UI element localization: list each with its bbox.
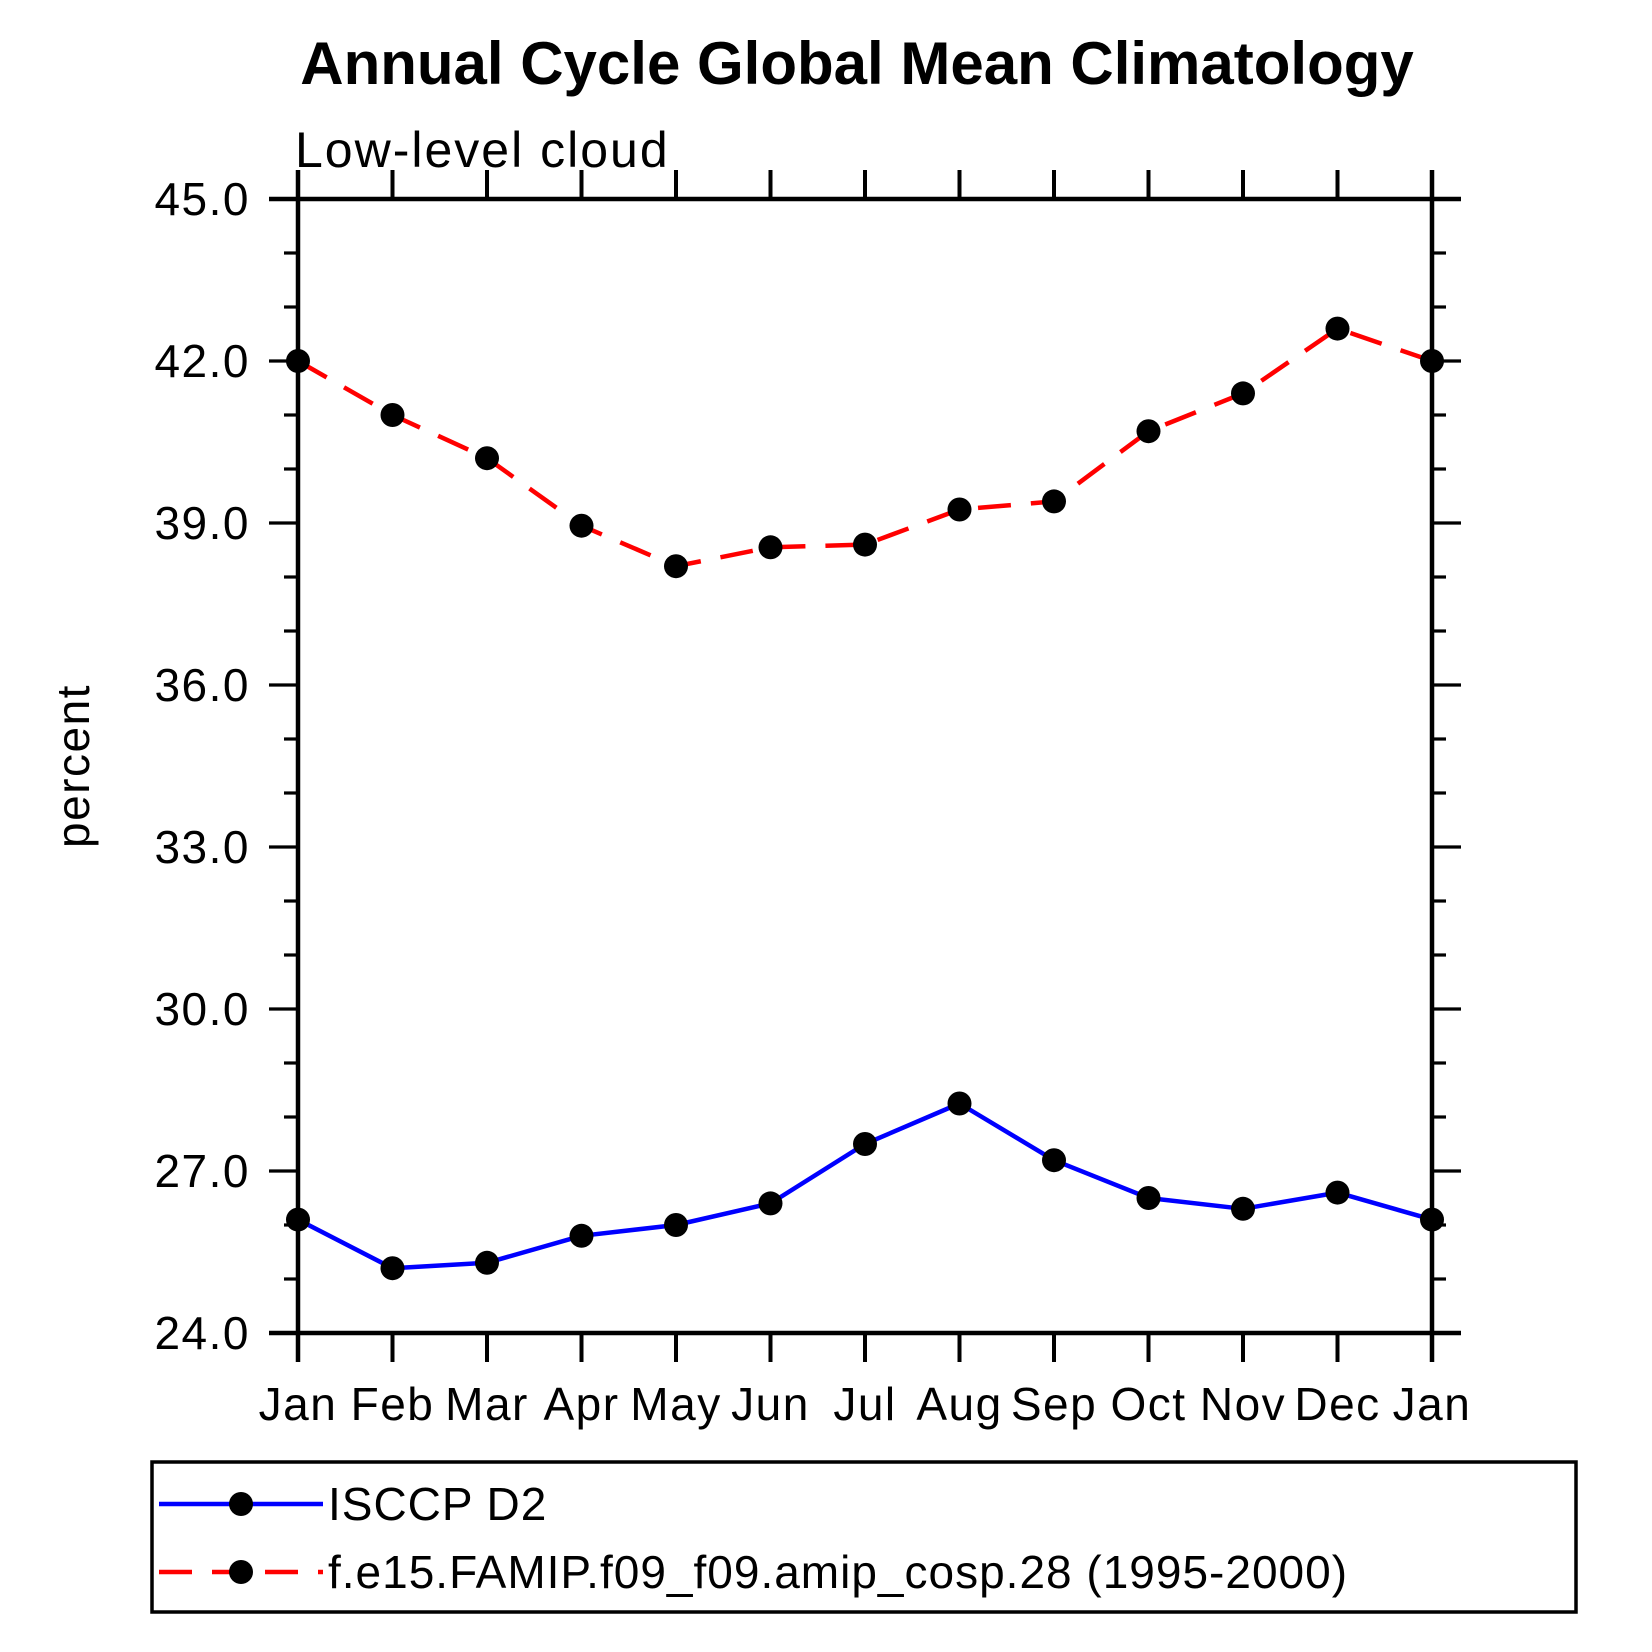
y-tick-label: 30.0 <box>154 983 250 1035</box>
data-point-marker <box>475 1250 499 1275</box>
data-point-marker <box>947 1091 972 1116</box>
series-line-0 <box>296 1101 1433 1271</box>
data-point-marker <box>1420 349 1444 373</box>
y-tick-label: 36.0 <box>154 659 250 711</box>
data-point-marker <box>947 497 972 522</box>
x-tick-label: Nov <box>1200 1378 1286 1430</box>
x-tick-label: Jan <box>1393 1378 1472 1430</box>
y-tick-label: 45.0 <box>154 173 250 225</box>
x-tick-label: Mar <box>445 1378 529 1430</box>
y-tick-label: 33.0 <box>154 821 250 873</box>
x-tick-label: Aug <box>916 1378 1002 1430</box>
data-point-marker <box>664 554 688 579</box>
y-tick-label: 27.0 <box>154 1145 250 1197</box>
data-point-marker <box>1136 1186 1161 1210</box>
data-point-marker <box>286 349 310 373</box>
data-point-marker <box>286 1207 310 1232</box>
data-point-marker <box>1231 1196 1255 1221</box>
data-point-marker <box>1420 1207 1444 1232</box>
data-point-marker <box>758 1191 783 1216</box>
data-point-marker <box>1231 381 1255 406</box>
legend-marker <box>229 1560 253 1584</box>
x-tick-label: Apr <box>543 1378 619 1430</box>
data-point-marker <box>380 403 405 427</box>
legend: ISCCP D2 f.e15.FAMIP.f09_f09.amip_cosp.28… <box>150 1460 1578 1614</box>
x-tick-label: Dec <box>1294 1378 1380 1430</box>
y-axis-title: percent <box>47 684 99 848</box>
data-point-marker <box>1325 1180 1350 1205</box>
x-tick-label: Sep <box>1011 1378 1097 1430</box>
x-tick-label: Oct <box>1110 1378 1186 1430</box>
x-tick-label: May <box>630 1378 721 1430</box>
legend-marker <box>229 1492 253 1516</box>
series-line-1 <box>296 326 1433 569</box>
data-point-marker <box>1042 489 1066 514</box>
chart-title: Annual Cycle Global Mean Climatology <box>300 30 1414 97</box>
data-point-marker <box>1042 1148 1066 1173</box>
data-series <box>286 316 1444 1281</box>
legend-label: ISCCP D2 <box>328 1478 547 1530</box>
data-point-marker <box>664 1213 688 1237</box>
legend-box <box>150 1460 1578 1614</box>
chart-subtitle: Low-level cloud <box>295 122 670 178</box>
x-tick-label: Feb <box>351 1378 435 1430</box>
y-tick-label: 24.0 <box>154 1307 250 1359</box>
data-point-marker <box>758 535 783 560</box>
data-point-marker <box>853 1132 877 1156</box>
data-point-marker <box>853 532 877 557</box>
y-tick-label: 42.0 <box>154 335 250 387</box>
x-tick-label: Jan <box>259 1378 338 1430</box>
legend-label: f.e15.FAMIP.f09_f09.amip_cosp.28 (1995-2… <box>328 1546 1348 1598</box>
x-tick-label: Jun <box>731 1378 810 1430</box>
data-point-marker <box>380 1256 405 1281</box>
y-tick-label: 39.0 <box>154 497 250 549</box>
data-point-marker <box>569 513 594 538</box>
data-point-marker <box>1136 419 1161 444</box>
x-tick-label: Jul <box>833 1378 896 1430</box>
data-point-marker <box>1325 316 1350 341</box>
data-point-marker <box>475 446 499 471</box>
data-point-marker <box>569 1223 594 1248</box>
